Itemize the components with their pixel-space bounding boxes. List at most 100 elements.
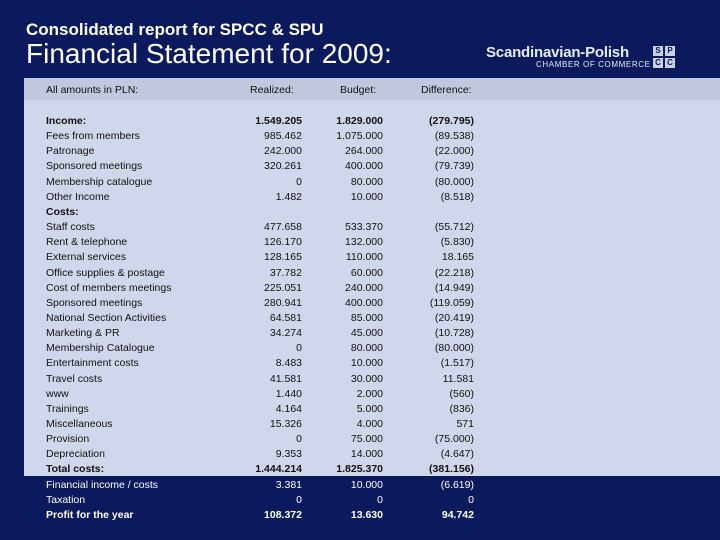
difference-value: (6.619) (440, 478, 474, 491)
row-label: Membership catalogue (46, 175, 153, 188)
row-label: Profit for the year (46, 508, 134, 521)
realized-value: 280.941 (264, 296, 302, 309)
realized-value: 126.170 (264, 236, 302, 249)
table-row: Marketing & PR 34.274 45.000 (10.728) (0, 326, 720, 341)
budget-value: 45.000 (350, 327, 383, 340)
row-label: Financial income / costs (46, 478, 159, 491)
table-row: Cost of members meetings 225.051 240.000 (1… (0, 281, 720, 296)
budget-value: 10.000 (350, 357, 383, 370)
statement-panel (24, 78, 720, 540)
budget-value: 80.000 (350, 342, 383, 355)
row-label: National Section Activities (46, 311, 167, 324)
table-row: Trainings 4.164 5.000 (836) (0, 402, 720, 417)
table-row: External services 128.165 110.000 18.165 (0, 250, 720, 265)
difference-value: (279.795) (429, 115, 474, 127)
column-header-difference: Difference: (421, 84, 472, 96)
row-label: Depreciation (46, 448, 105, 461)
logo-letter: P (665, 46, 675, 56)
row-label: Miscellaneous (46, 418, 113, 430)
difference-value: (20.419) (434, 311, 474, 324)
realized-value: 1.444.214 (255, 463, 302, 476)
difference-value: 0 (468, 493, 474, 506)
row-label: Provision (46, 433, 90, 446)
realized-value: 37.782 (269, 266, 302, 279)
table-row: Miscellaneous 15.326 4.000 571 (0, 417, 720, 432)
budget-value: 2.000 (356, 387, 383, 400)
realized-value: 34.274 (269, 327, 302, 340)
row-label: Cost of members meetings (46, 281, 172, 294)
budget-value: 400.000 (345, 160, 383, 173)
row-label: Entertainment costs (46, 357, 139, 370)
table-row: Total costs: 1.444.214 1.825.370 (381.156) (0, 462, 720, 477)
realized-value: 1.440 (275, 387, 302, 400)
table-row: Provision 0 75.000 (75.000) (0, 432, 720, 447)
column-header-budget: Budget: (340, 84, 377, 96)
budget-value: 264.000 (345, 145, 383, 158)
row-label: Membership Catalogue (46, 342, 155, 355)
column-header-band (24, 78, 720, 100)
realized-value: 64.581 (269, 311, 302, 324)
table-row: Income: 1.549.205 1.829.000 (279.795) (0, 114, 720, 129)
budget-value: 75.000 (350, 433, 383, 446)
row-label: Trainings (46, 402, 89, 415)
difference-value: (22.218) (434, 266, 474, 279)
row-label: Staff costs (46, 221, 95, 234)
budget-value: 110.000 (345, 251, 383, 264)
statement-title: Financial Statement for 2009: (26, 38, 392, 69)
row-label: Travel costs (46, 372, 103, 385)
logo-subtext: CHAMBER OF COMMERCE (536, 60, 651, 69)
table-row: Depreciation 9.353 14.000 (4.647) (0, 447, 720, 462)
difference-value: (4.647) (440, 448, 474, 461)
row-label: Sponsored meetings (46, 296, 143, 309)
budget-value: 14.000 (350, 448, 383, 461)
column-header-label: All amounts in PLN: (46, 84, 139, 96)
table-row: Staff costs 477.658 533.370 (55.712) (0, 220, 720, 235)
budget-value: 4.000 (356, 418, 383, 430)
table-row: Office supplies & postage 37.782 60.000 (22… (0, 266, 720, 281)
logo-letter: S (653, 46, 663, 56)
difference-value: (1.517) (440, 357, 474, 370)
budget-value: 10.000 (350, 478, 383, 491)
difference-value: 11.581 (442, 372, 474, 385)
difference-value: 571 (456, 418, 474, 430)
table-row: Rent & telephone 126.170 132.000 (5.830) (0, 235, 720, 250)
budget-value: 533.370 (345, 221, 383, 234)
difference-value: (8.518) (440, 190, 474, 203)
budget-value: 0 (377, 493, 383, 506)
table-row: Taxation 0 0 0 (0, 493, 720, 508)
budget-value: 5.000 (356, 402, 383, 415)
budget-value: 85.000 (350, 311, 383, 324)
difference-value: 18.165 (441, 251, 474, 264)
row-label: Income: (46, 115, 87, 127)
realized-value: 3.381 (275, 478, 302, 491)
logo-letter: C (653, 58, 663, 68)
difference-value: (119.059) (429, 296, 474, 309)
difference-value: (836) (449, 402, 474, 415)
table-row: Profit for the year 108.372 13.630 94.742 (0, 508, 720, 523)
logo-emblem-icon: S P C C (653, 46, 675, 68)
table-row: Fees from members 985.462 1.075.000 (89.538… (0, 129, 720, 144)
budget-value: 1.075.000 (336, 130, 383, 143)
difference-value: (560) (449, 387, 474, 400)
realized-value: 320.261 (264, 160, 302, 173)
difference-value: (79.739) (434, 160, 474, 173)
realized-value: 0 (296, 433, 302, 446)
budget-value: 240.000 (345, 281, 383, 294)
difference-value: (5.830) (440, 236, 474, 249)
column-header-realized: Realized: (250, 84, 294, 96)
realized-value: 8.483 (275, 357, 302, 370)
budget-value: 132.000 (345, 236, 383, 249)
budget-value: 400.000 (345, 296, 383, 309)
row-label: Patronage (46, 145, 95, 158)
row-label: Costs: (46, 205, 79, 218)
row-label: Office supplies & postage (46, 266, 165, 279)
table-row: Costs: (0, 205, 720, 220)
table-row: Financial income / costs 3.381 10.000 (6.61… (0, 478, 720, 493)
realized-value: 242.000 (264, 145, 302, 158)
realized-value: 0 (296, 493, 302, 506)
table-row: National Section Activities 64.581 85.000 (… (0, 311, 720, 326)
table-row: Patronage 242.000 264.000 (22.000) (0, 144, 720, 159)
realized-value: 128.165 (264, 251, 302, 264)
difference-value: (381.156) (429, 463, 474, 476)
row-label: External services (46, 251, 126, 264)
